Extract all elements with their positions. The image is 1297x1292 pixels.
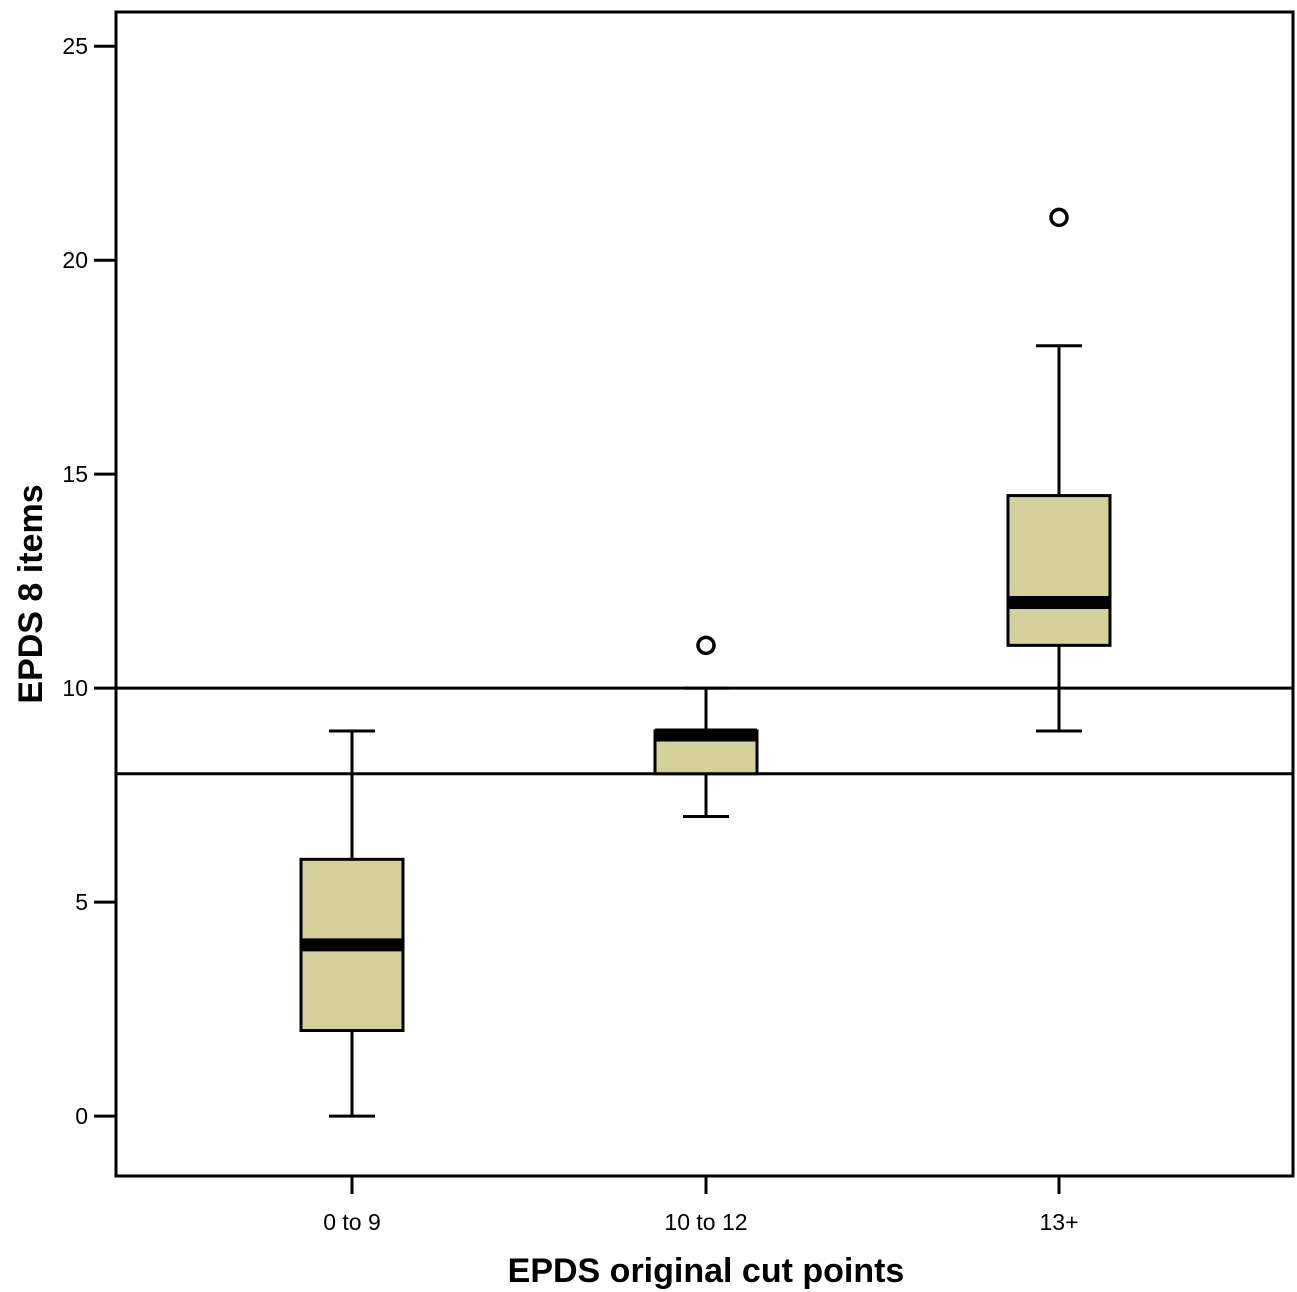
x-tick-label-2: 13+: [1039, 1209, 1078, 1235]
x-tick-label-0: 0 to 9: [323, 1209, 381, 1235]
plot-layer: 0 5 10 15 20 25 0 to 9 10 to 12 13+: [62, 10, 1295, 1235]
plot-frame: [114, 10, 1295, 1178]
y-tick-label-5: 5: [75, 889, 88, 915]
y-tick-label-15: 15: [62, 461, 88, 487]
x-tick-label-1: 10 to 12: [664, 1209, 747, 1235]
box-2-iqr: [1006, 494, 1112, 647]
box-1-outlier-0: [696, 635, 716, 656]
box-2-outlier-0: [1049, 207, 1069, 228]
y-axis-title: EPDS 8 items: [12, 484, 50, 703]
y-tick-label-10: 10: [62, 675, 88, 701]
y-tick-label-25: 25: [62, 33, 88, 59]
x-axis-title: EPDS original cut points: [508, 1252, 905, 1290]
y-tick-label-0: 0: [75, 1103, 88, 1129]
y-tick-label-20: 20: [62, 247, 88, 273]
